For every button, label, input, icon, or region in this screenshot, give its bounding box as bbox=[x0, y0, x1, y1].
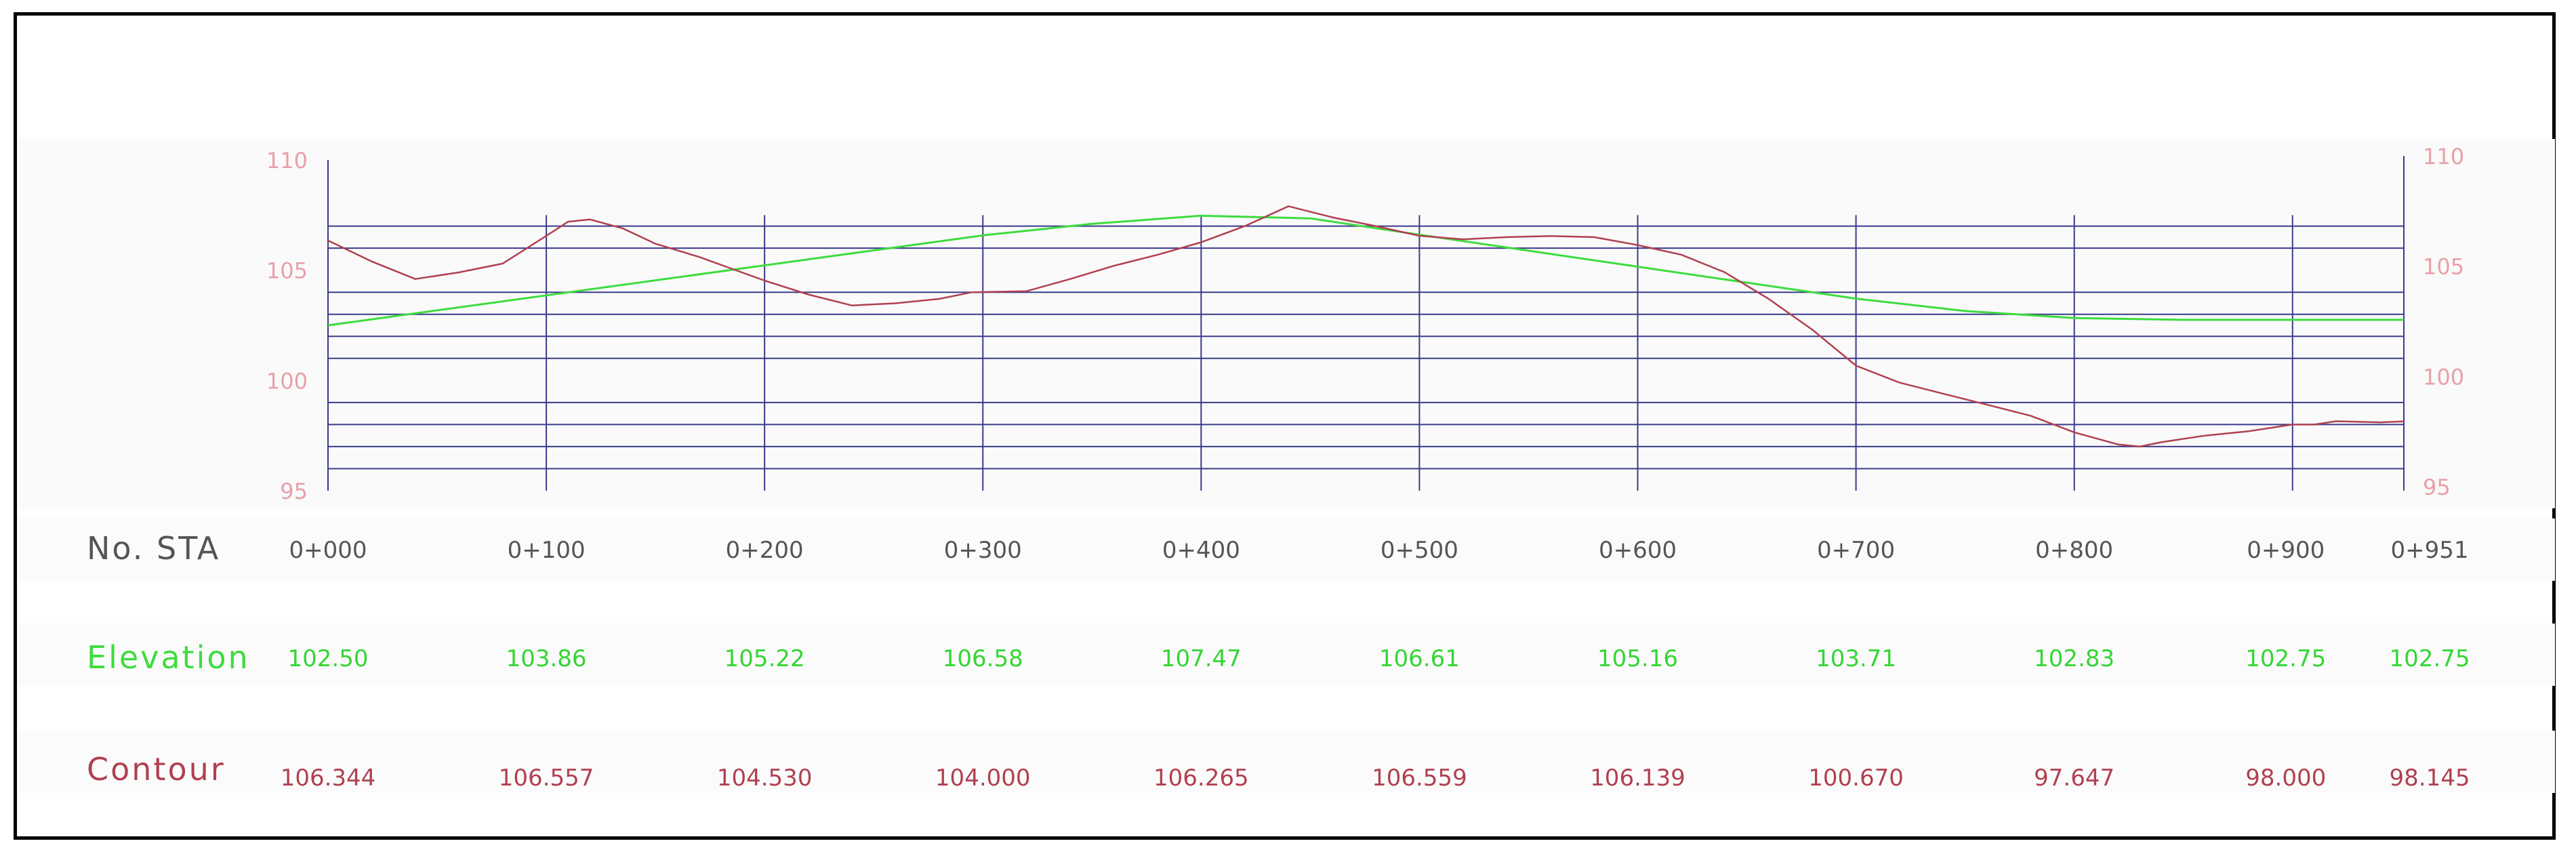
elevation-cell: 102.83 bbox=[2034, 645, 2115, 672]
station-cell: 0+400 bbox=[1162, 537, 1240, 564]
y-tick-label-left: 105 bbox=[266, 258, 308, 284]
sta-row-band bbox=[17, 518, 2555, 581]
grid-layer bbox=[327, 156, 2405, 491]
station-cell: 0+700 bbox=[1817, 537, 1896, 564]
station-cell: 0+500 bbox=[1380, 537, 1458, 564]
elevation-cell: 106.61 bbox=[1378, 645, 1460, 672]
elevation-cell: 107.47 bbox=[1160, 645, 1242, 672]
elevation-cell: 103.86 bbox=[506, 645, 587, 672]
series-layer bbox=[327, 205, 2405, 448]
station-cell: 0+200 bbox=[725, 537, 804, 564]
y-tick-label-left: 110 bbox=[266, 148, 308, 174]
elevation-cell: 106.58 bbox=[942, 645, 1023, 672]
y-tick-label-left: 100 bbox=[266, 368, 308, 394]
y-tick-label-right: 100 bbox=[2423, 364, 2464, 390]
station-cell: 0+300 bbox=[943, 537, 1022, 564]
y-tick-label-right: 110 bbox=[2423, 144, 2464, 169]
y-tick-label-left: 95 bbox=[280, 478, 308, 504]
elevation-cell: 102.50 bbox=[287, 645, 369, 672]
axis-layer: 95 95 100 100 105 105 110 110 bbox=[266, 144, 2464, 504]
sta-row-label: No. STA bbox=[87, 530, 221, 567]
profile-chart: 95 95 100 100 105 105 110 110 bbox=[266, 144, 2464, 504]
ground-profile-line bbox=[327, 205, 2405, 448]
elevation-row-band bbox=[17, 624, 2555, 686]
contour-cell: 106.265 bbox=[1153, 765, 1249, 792]
contour-cell: 97.647 bbox=[2034, 765, 2115, 792]
elevation-cell: 102.75 bbox=[2245, 645, 2327, 672]
contour-cell: 106.344 bbox=[280, 765, 376, 792]
contour-cell: 106.139 bbox=[1590, 765, 1685, 792]
y-tick-label-right: 105 bbox=[2423, 254, 2464, 280]
contour-cell: 106.557 bbox=[498, 765, 594, 792]
station-cell: 0+800 bbox=[2035, 537, 2114, 564]
station-cell: 0+900 bbox=[2247, 537, 2325, 564]
contour-cell: 100.670 bbox=[1808, 765, 1904, 792]
y-tick-label-right: 95 bbox=[2423, 474, 2451, 500]
station-cell: 0+000 bbox=[289, 537, 367, 564]
station-cell: 0+100 bbox=[507, 537, 586, 564]
elevation-cell: 103.71 bbox=[1816, 645, 1897, 672]
contour-cell: 106.559 bbox=[1372, 765, 1467, 792]
contour-cell: 104.530 bbox=[716, 765, 813, 792]
contour-cell: 98.000 bbox=[2245, 765, 2327, 792]
contour-cell: 98.145 bbox=[2389, 765, 2470, 792]
elevation-cell: 102.75 bbox=[2389, 645, 2470, 672]
station-cell: 0+951 bbox=[2390, 537, 2469, 564]
elevation-row-label: Elevation bbox=[87, 639, 250, 676]
contour-cell: 104.000 bbox=[935, 765, 1031, 792]
station-cell: 0+600 bbox=[1598, 537, 1677, 564]
design-profile-line bbox=[327, 214, 2404, 327]
contour-row-band bbox=[17, 731, 2555, 793]
elevation-cell: 105.22 bbox=[724, 645, 805, 672]
contour-row-label: Contour bbox=[87, 751, 226, 788]
elevation-cell: 105.16 bbox=[1597, 645, 1678, 672]
